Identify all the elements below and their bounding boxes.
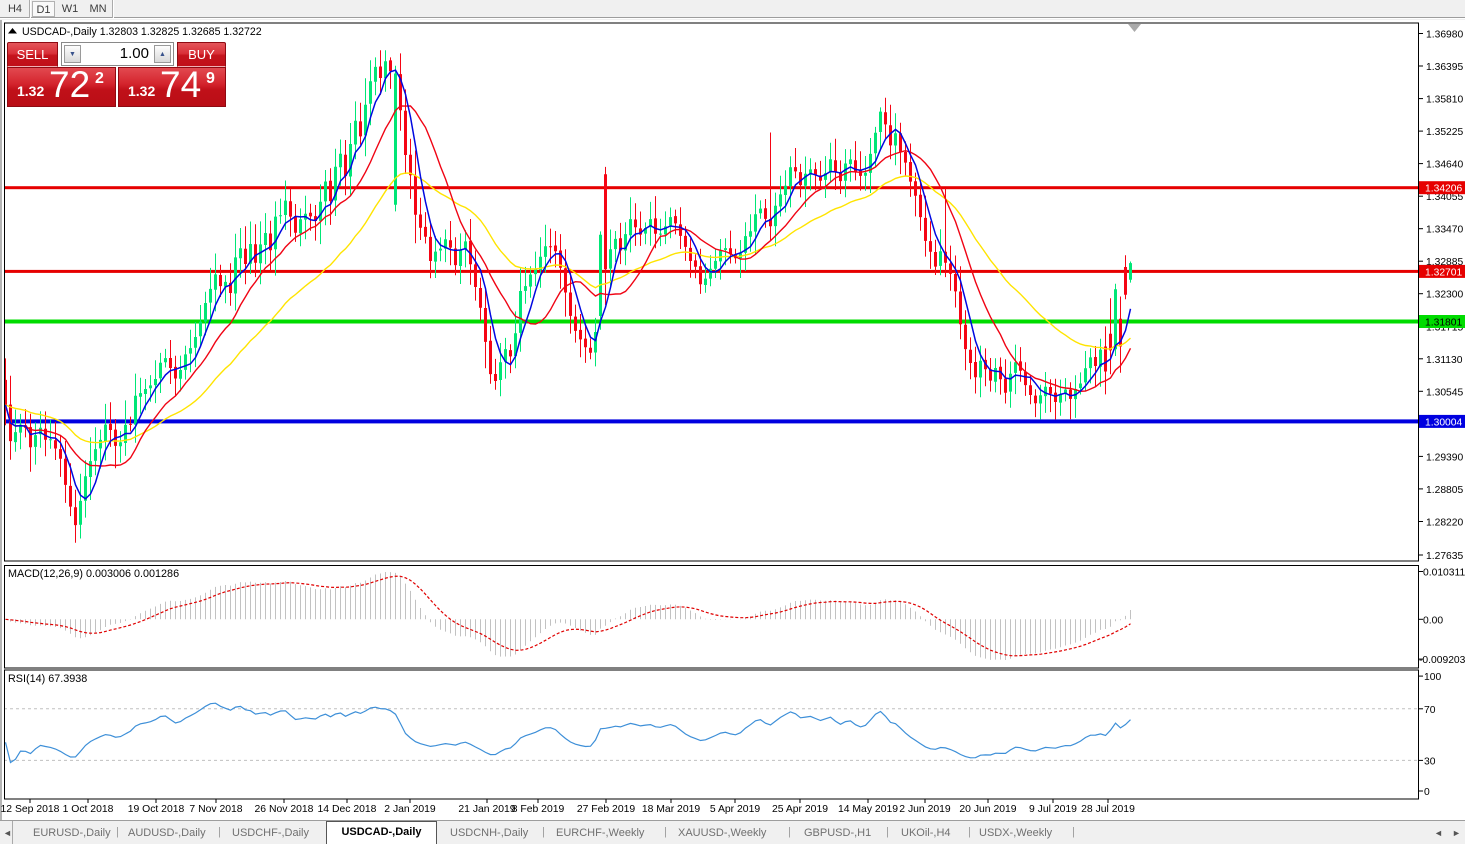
svg-text:26 Nov 2018: 26 Nov 2018	[255, 804, 314, 815]
svg-text:100: 100	[1424, 672, 1441, 683]
svg-text:30: 30	[1424, 756, 1436, 767]
svg-text:MACD(12,26,9) 0.003006 0.00128: MACD(12,26,9) 0.003006 0.001286	[8, 568, 179, 580]
svg-text:-0.009203: -0.009203	[1419, 655, 1465, 666]
svg-text:1.36980: 1.36980	[1426, 30, 1463, 41]
svg-text:12 Sep 2018: 12 Sep 2018	[1, 804, 60, 815]
svg-text:2 Jun 2019: 2 Jun 2019	[899, 804, 951, 815]
svg-text:1.35810: 1.35810	[1426, 95, 1463, 106]
svg-text:1.29390: 1.29390	[1426, 452, 1463, 463]
svg-text:8 Feb 2019: 8 Feb 2019	[512, 804, 565, 815]
svg-text:25 Apr 2019: 25 Apr 2019	[772, 804, 828, 815]
svg-text:1.30545: 1.30545	[1426, 387, 1463, 398]
svg-text:19 Oct 2018: 19 Oct 2018	[128, 804, 185, 815]
svg-text:1.33470: 1.33470	[1426, 225, 1463, 236]
svg-text:1.34640: 1.34640	[1426, 160, 1463, 171]
svg-text:14 Dec 2018: 14 Dec 2018	[318, 804, 377, 815]
svg-text:70: 70	[1424, 705, 1436, 716]
svg-text:1.32701: 1.32701	[1425, 267, 1462, 278]
svg-text:RSI(14) 67.3938: RSI(14) 67.3938	[8, 673, 87, 685]
svg-text:14 May 2019: 14 May 2019	[838, 804, 898, 815]
svg-text:1.34055: 1.34055	[1426, 192, 1463, 203]
svg-text:5 Apr 2019: 5 Apr 2019	[710, 804, 760, 815]
svg-text:1.32885: 1.32885	[1426, 257, 1463, 268]
svg-text:1.32300: 1.32300	[1426, 290, 1463, 301]
svg-text:1.31801: 1.31801	[1425, 318, 1462, 329]
svg-text:18 Mar 2019: 18 Mar 2019	[642, 804, 701, 815]
svg-text:0.010311: 0.010311	[1423, 568, 1465, 579]
svg-text:7 Nov 2018: 7 Nov 2018	[189, 804, 242, 815]
svg-text:21 Jan 2019: 21 Jan 2019	[458, 804, 515, 815]
svg-text:1.36395: 1.36395	[1426, 62, 1463, 73]
svg-text:1.31130: 1.31130	[1426, 355, 1463, 366]
svg-text:1.35225: 1.35225	[1426, 127, 1463, 138]
svg-text:27 Feb 2019: 27 Feb 2019	[577, 804, 636, 815]
svg-text:1.30004: 1.30004	[1425, 417, 1462, 428]
svg-text:2 Jan 2019: 2 Jan 2019	[384, 804, 436, 815]
svg-text:1.34206: 1.34206	[1425, 184, 1462, 195]
svg-text:28 Jul 2019: 28 Jul 2019	[1081, 804, 1135, 815]
svg-text:0: 0	[1424, 787, 1430, 798]
svg-text:USDCAD-,Daily 1.32803 1.32825: USDCAD-,Daily 1.32803 1.32825 1.32685 1.…	[22, 26, 262, 38]
svg-text:9 Jul 2019: 9 Jul 2019	[1029, 804, 1077, 815]
svg-text:20 Jun 2019: 20 Jun 2019	[959, 804, 1016, 815]
svg-text:1 Oct 2018: 1 Oct 2018	[63, 804, 114, 815]
svg-text:1.28805: 1.28805	[1426, 485, 1463, 496]
svg-text:0.00: 0.00	[1423, 615, 1443, 626]
svg-text:1.27635: 1.27635	[1426, 551, 1463, 562]
svg-text:1.28220: 1.28220	[1426, 518, 1463, 529]
